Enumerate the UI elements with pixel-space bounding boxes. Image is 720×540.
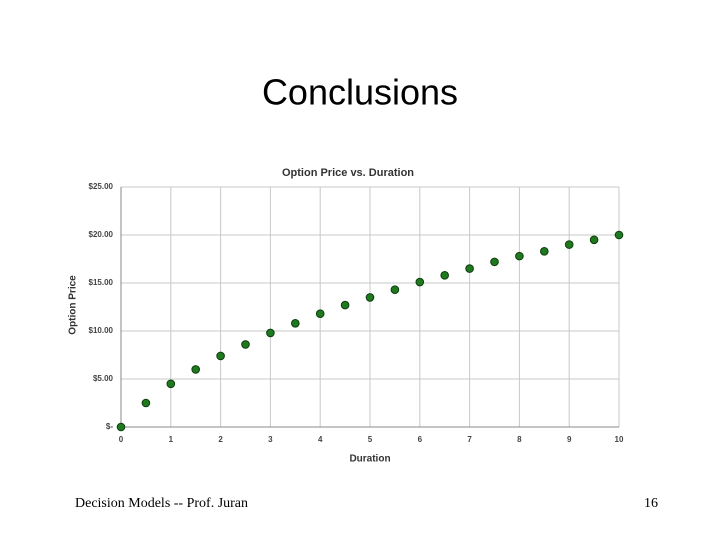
point: [465, 264, 474, 273]
point: [365, 293, 375, 302]
x-tick-label: 3: [268, 435, 273, 444]
point: [266, 328, 275, 338]
y-tick-label: $20.00: [89, 230, 114, 239]
x-tick-label: 5: [368, 435, 373, 444]
slide-title: Conclusions: [262, 72, 458, 113]
point: [141, 398, 151, 408]
point: [315, 309, 325, 319]
x-tick-label: 9: [567, 435, 572, 444]
point: [564, 240, 574, 249]
x-tick-label: 6: [418, 435, 423, 444]
point: [116, 422, 126, 432]
point: [415, 277, 425, 287]
x-axis-label: Duration: [349, 454, 390, 465]
point: [291, 319, 300, 328]
point: [440, 271, 450, 280]
y-tick-label: $-: [106, 422, 113, 431]
point: [515, 251, 524, 261]
x-tick-label: 7: [467, 435, 472, 444]
point: [340, 300, 350, 310]
y-tick-label: $5.00: [93, 374, 114, 383]
y-tick-label: $10.00: [89, 326, 114, 335]
x-tick-label: 1: [169, 435, 174, 444]
point: [614, 230, 624, 240]
point: [241, 340, 250, 349]
point: [390, 285, 400, 295]
plot: $- $5.00 $10.00 $15.00 $20.00 $25.00 0 1 2 3 4 5 6 7 8…: [89, 182, 624, 444]
x-tick-label: 4: [318, 435, 323, 444]
point: [540, 247, 549, 256]
point: [589, 235, 599, 245]
y-tick-label: $25.00: [89, 182, 114, 191]
footer: Decision Models -- Prof. Juran: [75, 496, 248, 511]
x-tick-label: 2: [218, 435, 223, 444]
x-tick-label: 8: [517, 435, 522, 444]
point: [216, 351, 225, 361]
chart-title: Option Price vs. Duration: [282, 167, 414, 179]
y-tick-label: $15.00: [89, 278, 114, 287]
x-tick-label: 10: [615, 435, 624, 444]
y-axis-label: Option Price: [68, 275, 79, 335]
x-tick-label: 0: [119, 435, 124, 444]
point: [490, 257, 499, 267]
page-number: 16: [644, 496, 658, 511]
point: [191, 365, 200, 374]
point: [166, 379, 176, 389]
